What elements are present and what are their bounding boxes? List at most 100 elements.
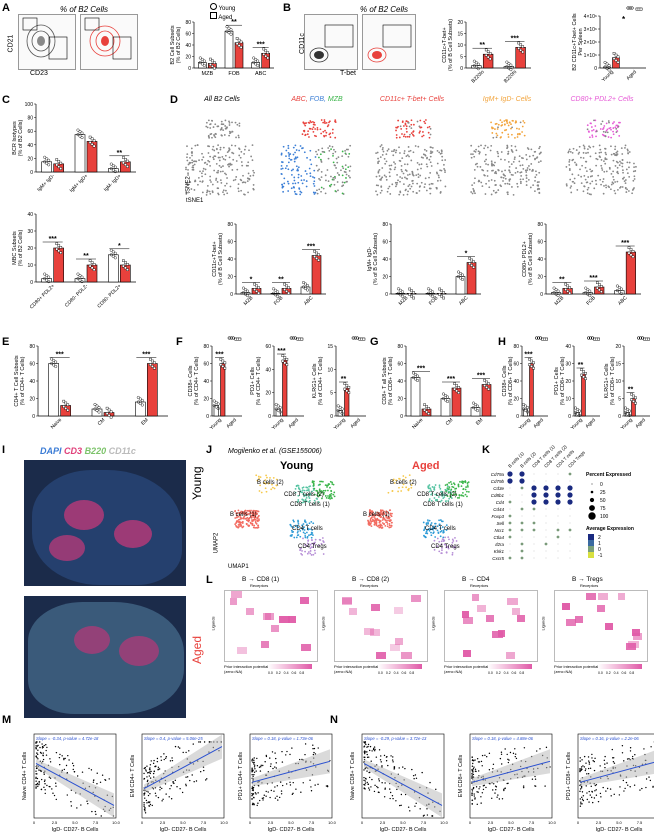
- tsne-point: [381, 176, 384, 179]
- point-aged: [487, 387, 490, 391]
- scatter-point: [423, 814, 425, 816]
- tsne-point: [288, 155, 290, 157]
- point-aged: [530, 359, 533, 363]
- x-tick-label: 7.5: [421, 820, 427, 825]
- umap-point: [447, 547, 450, 550]
- scatter-point: [398, 767, 400, 769]
- category-label: IgM- IgD+: [103, 173, 123, 193]
- point-aged: [55, 158, 59, 161]
- umap-point: [464, 488, 467, 491]
- d-tsne-title: IgM+ IgD- Cells: [482, 96, 532, 103]
- tsne-point: [590, 126, 593, 128]
- tsne-point: [424, 154, 427, 157]
- tsne-point: [612, 152, 615, 155]
- tsne-point: [294, 156, 297, 159]
- tsne-point: [591, 129, 593, 132]
- point-aged: [580, 373, 583, 377]
- umap-point: [255, 513, 258, 515]
- point-young: [619, 291, 623, 295]
- tsne-point: [525, 154, 528, 156]
- tsne-point: [337, 156, 340, 159]
- umap-point: [254, 520, 257, 523]
- tsne-point: [287, 152, 290, 154]
- tsne-point: [241, 181, 244, 184]
- scatter-point: [42, 758, 45, 761]
- tsne-point: [633, 175, 636, 178]
- k-dot: [567, 492, 573, 498]
- umap-point: [302, 523, 305, 525]
- umap-point: [307, 488, 310, 491]
- tsne-point: [193, 189, 196, 191]
- umap-point: [449, 481, 452, 483]
- umap-point: [296, 501, 299, 503]
- tsne-point: [332, 176, 335, 179]
- point-young: [303, 282, 307, 286]
- tsne-point: [300, 191, 303, 194]
- k-legend-dot: [589, 505, 595, 511]
- point-aged: [126, 263, 129, 266]
- k-gene-label: Foxp3: [491, 514, 504, 519]
- tsne-point: [633, 178, 636, 180]
- tsne-point: [208, 145, 211, 148]
- point-aged: [90, 143, 94, 146]
- tsne-point: [471, 184, 474, 187]
- umap-point: [466, 484, 469, 486]
- scatter-point: [143, 805, 145, 808]
- k-dot: [520, 528, 524, 532]
- l-heatmap-cell: [279, 616, 290, 623]
- sig-label: **: [480, 42, 486, 49]
- umap-point: [389, 512, 392, 515]
- point-aged: [126, 159, 129, 163]
- scatter-point: [38, 782, 40, 784]
- umap-point: [462, 487, 465, 490]
- tsne-point: [620, 162, 622, 164]
- scatter-point: [312, 744, 314, 746]
- tsne-point: [422, 131, 424, 133]
- tsne-point: [377, 184, 380, 187]
- bar-aged: [515, 46, 526, 69]
- tsne-point: [347, 148, 349, 151]
- umap-point: [379, 524, 382, 527]
- category-label: Young: [271, 417, 285, 431]
- tsne-point: [227, 163, 230, 166]
- umap-point: [447, 536, 450, 539]
- point-young: [442, 392, 446, 396]
- a-legend-aged: Aged: [218, 15, 233, 21]
- umap-point: [251, 524, 254, 526]
- umap-point: [434, 484, 437, 486]
- tsne-point: [614, 148, 616, 151]
- point-aged: [122, 259, 125, 262]
- point-young: [556, 289, 560, 293]
- tsne-point: [519, 180, 522, 183]
- point-aged: [151, 359, 154, 363]
- scatter-point: [368, 749, 371, 752]
- scatter-point: [579, 760, 581, 762]
- tsne-point: [297, 173, 300, 176]
- umap-point: [264, 487, 267, 490]
- scatter-point: [90, 769, 93, 771]
- scatter-point: [275, 757, 277, 760]
- tsne-point: [226, 177, 228, 179]
- umap-point: [298, 488, 301, 491]
- tsne-point: [338, 173, 340, 176]
- umap-point: [237, 524, 240, 526]
- scatter-xlabel: IgD- CD27- B Cells: [488, 827, 535, 833]
- scatter-point: [581, 803, 583, 805]
- umap-point: [296, 534, 299, 537]
- l-heatmap-cell: [371, 604, 381, 611]
- umap-point: [449, 495, 452, 497]
- scatter-point: [378, 780, 381, 782]
- scatter-point: [475, 786, 478, 788]
- tsne-point: [408, 150, 410, 153]
- point-young: [340, 407, 344, 411]
- tsne-point: [316, 127, 319, 129]
- tsne-point: [383, 157, 386, 160]
- tsne-point: [239, 178, 242, 181]
- y-tick-label: 0: [268, 414, 271, 420]
- scatter-point: [168, 796, 170, 798]
- umap-point: [296, 484, 299, 487]
- point-aged: [253, 288, 256, 291]
- a-flow-title: % of B2 Cells: [60, 5, 109, 14]
- umap-point: [380, 524, 383, 527]
